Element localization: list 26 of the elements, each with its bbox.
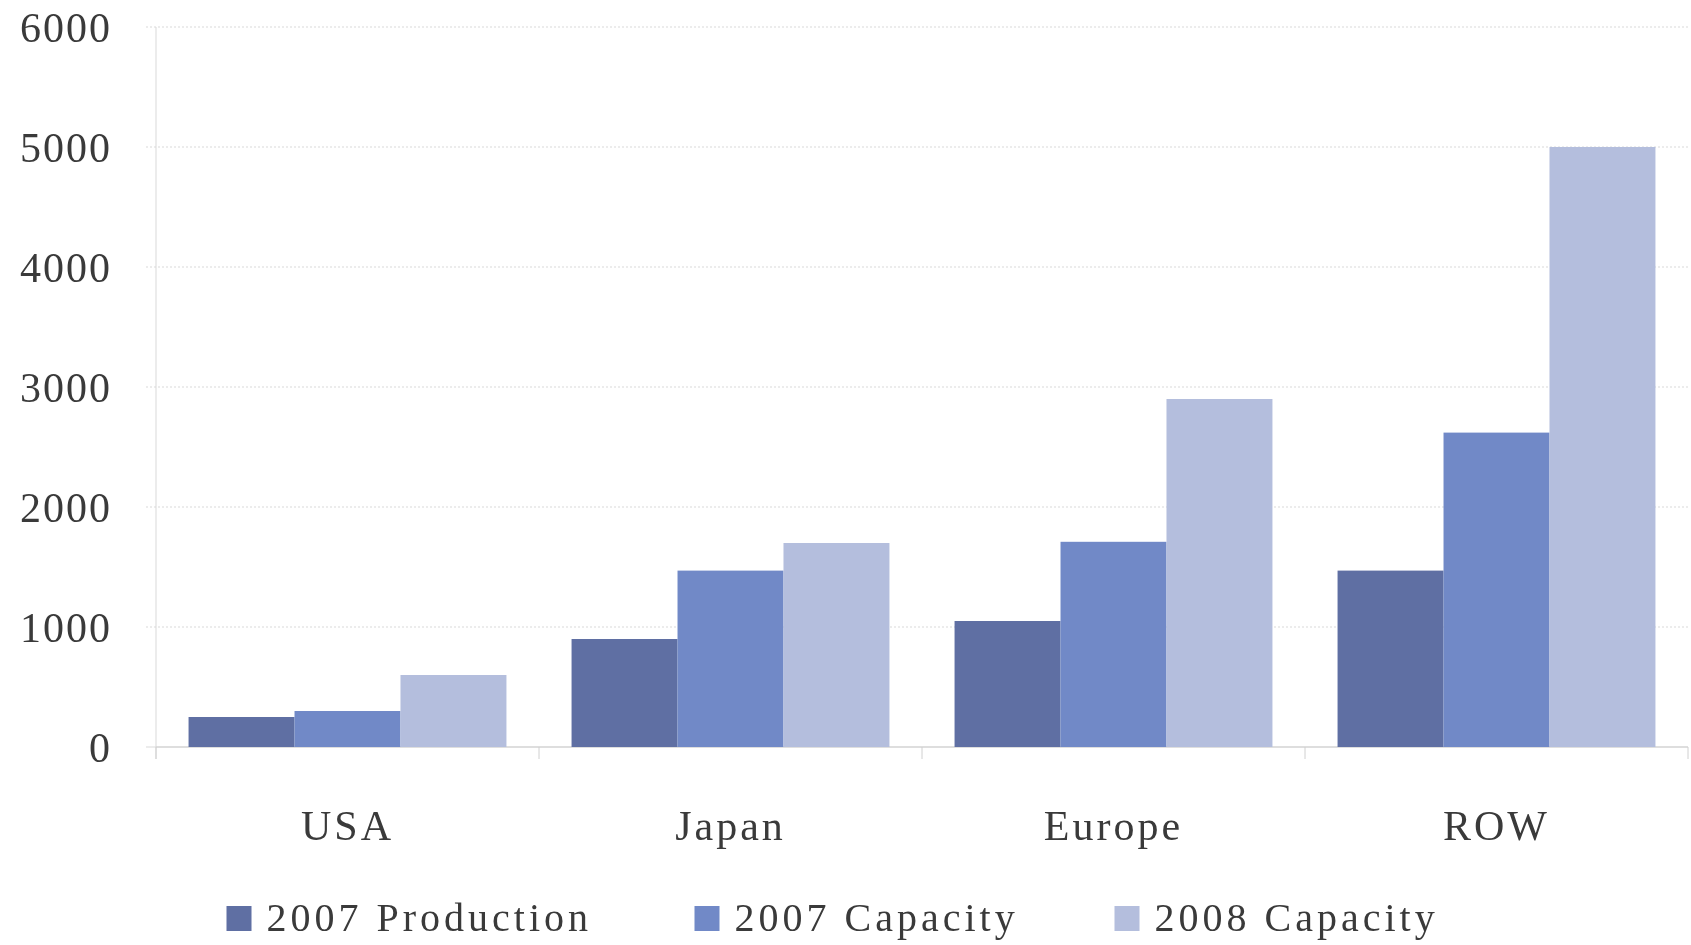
y-tick-label: 5000 [20,124,112,171]
bar [294,711,401,747]
y-tick-label: 0 [89,724,112,771]
bar [1443,432,1550,747]
legend-label: 2007 Capacity [734,895,1019,940]
bar [188,717,295,747]
x-tick-label: USA [300,803,395,849]
x-tick-label: ROW [1443,803,1550,849]
bar [400,675,507,747]
y-tick-label: 2000 [20,484,112,531]
legend-label: 2007 Production [266,895,593,940]
bar [1337,570,1444,747]
legend-label: 2008 Capacity [1154,895,1439,940]
y-tick-label: 6000 [20,4,112,51]
bar [1549,147,1656,747]
bar [1166,399,1273,747]
y-tick-label: 4000 [20,244,112,291]
bar [1060,541,1167,747]
x-tick-label: Japan [675,803,786,849]
bar [783,543,890,747]
y-tick-label: 3000 [20,364,112,411]
y-tick-label: 1000 [20,604,112,651]
bar [571,639,678,747]
bar [677,570,784,747]
x-tick-label: Europe [1043,803,1184,849]
bar [954,621,1061,747]
